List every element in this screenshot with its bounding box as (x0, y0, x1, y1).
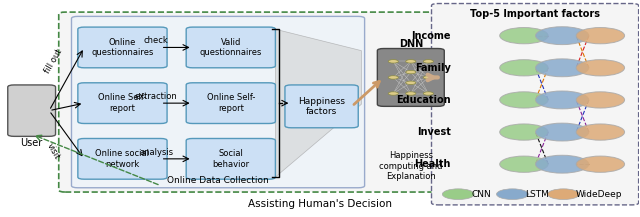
FancyBboxPatch shape (186, 83, 275, 123)
Circle shape (576, 92, 625, 108)
Text: Education: Education (396, 95, 451, 105)
Text: Online social
network: Online social network (95, 149, 150, 169)
Text: extraction: extraction (135, 92, 178, 101)
FancyBboxPatch shape (378, 49, 444, 106)
Text: Online Self-
report: Online Self- report (99, 94, 147, 113)
Circle shape (500, 124, 548, 140)
Circle shape (423, 60, 433, 63)
Text: Invest: Invest (417, 127, 451, 137)
Circle shape (500, 28, 548, 44)
Circle shape (576, 28, 625, 44)
Circle shape (536, 27, 589, 45)
Circle shape (497, 189, 529, 200)
Text: Family: Family (415, 63, 451, 73)
FancyBboxPatch shape (186, 27, 275, 68)
FancyBboxPatch shape (78, 138, 167, 179)
Circle shape (406, 70, 416, 74)
Circle shape (576, 156, 625, 172)
Circle shape (547, 189, 579, 200)
Text: Valid
questionnaires: Valid questionnaires (200, 38, 262, 57)
Circle shape (500, 156, 548, 172)
FancyBboxPatch shape (431, 3, 639, 205)
Text: Happiness
computing and
Explanation: Happiness computing and Explanation (380, 151, 443, 181)
Text: Social
behavior: Social behavior (212, 149, 250, 169)
Circle shape (423, 76, 433, 79)
Circle shape (500, 92, 548, 108)
Text: Assisting Human's Decision: Assisting Human's Decision (248, 199, 392, 209)
Circle shape (423, 92, 433, 95)
FancyBboxPatch shape (78, 83, 167, 123)
Text: visit: visit (45, 141, 62, 161)
Text: Online Self-
report: Online Self- report (207, 94, 255, 113)
Circle shape (442, 189, 474, 200)
Circle shape (388, 92, 398, 95)
Text: Top-5 Important factors: Top-5 Important factors (470, 9, 600, 19)
Circle shape (576, 60, 625, 76)
Text: WideDeep: WideDeep (576, 190, 623, 199)
Circle shape (576, 124, 625, 140)
Circle shape (500, 60, 548, 76)
FancyBboxPatch shape (186, 138, 275, 179)
Text: fill out: fill out (43, 48, 64, 75)
Text: Online Data Collection: Online Data Collection (167, 176, 269, 185)
FancyBboxPatch shape (8, 85, 56, 136)
Circle shape (406, 92, 416, 95)
Circle shape (536, 91, 589, 109)
Circle shape (406, 60, 416, 63)
Circle shape (388, 60, 398, 63)
Polygon shape (275, 29, 362, 177)
Text: Income: Income (411, 31, 451, 41)
Text: Health: Health (414, 159, 451, 169)
Text: check: check (144, 36, 168, 45)
Circle shape (536, 123, 589, 141)
Circle shape (388, 76, 398, 79)
FancyBboxPatch shape (72, 16, 365, 188)
Circle shape (406, 81, 416, 84)
Text: Happiness
factors: Happiness factors (298, 97, 345, 116)
Text: CNN: CNN (471, 190, 491, 199)
Text: DNN: DNN (399, 39, 423, 49)
FancyBboxPatch shape (59, 12, 441, 192)
Text: LSTM: LSTM (525, 190, 549, 199)
Text: User: User (20, 138, 43, 148)
FancyBboxPatch shape (78, 27, 167, 68)
FancyBboxPatch shape (285, 85, 358, 128)
Circle shape (536, 59, 589, 77)
Text: analysis: analysis (139, 148, 173, 157)
Text: Online
questionnaires: Online questionnaires (92, 38, 154, 57)
Circle shape (536, 155, 589, 173)
